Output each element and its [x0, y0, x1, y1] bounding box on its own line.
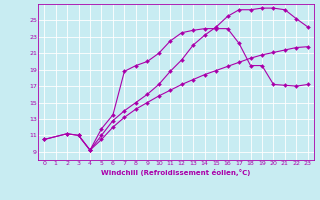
- X-axis label: Windchill (Refroidissement éolien,°C): Windchill (Refroidissement éolien,°C): [101, 169, 251, 176]
